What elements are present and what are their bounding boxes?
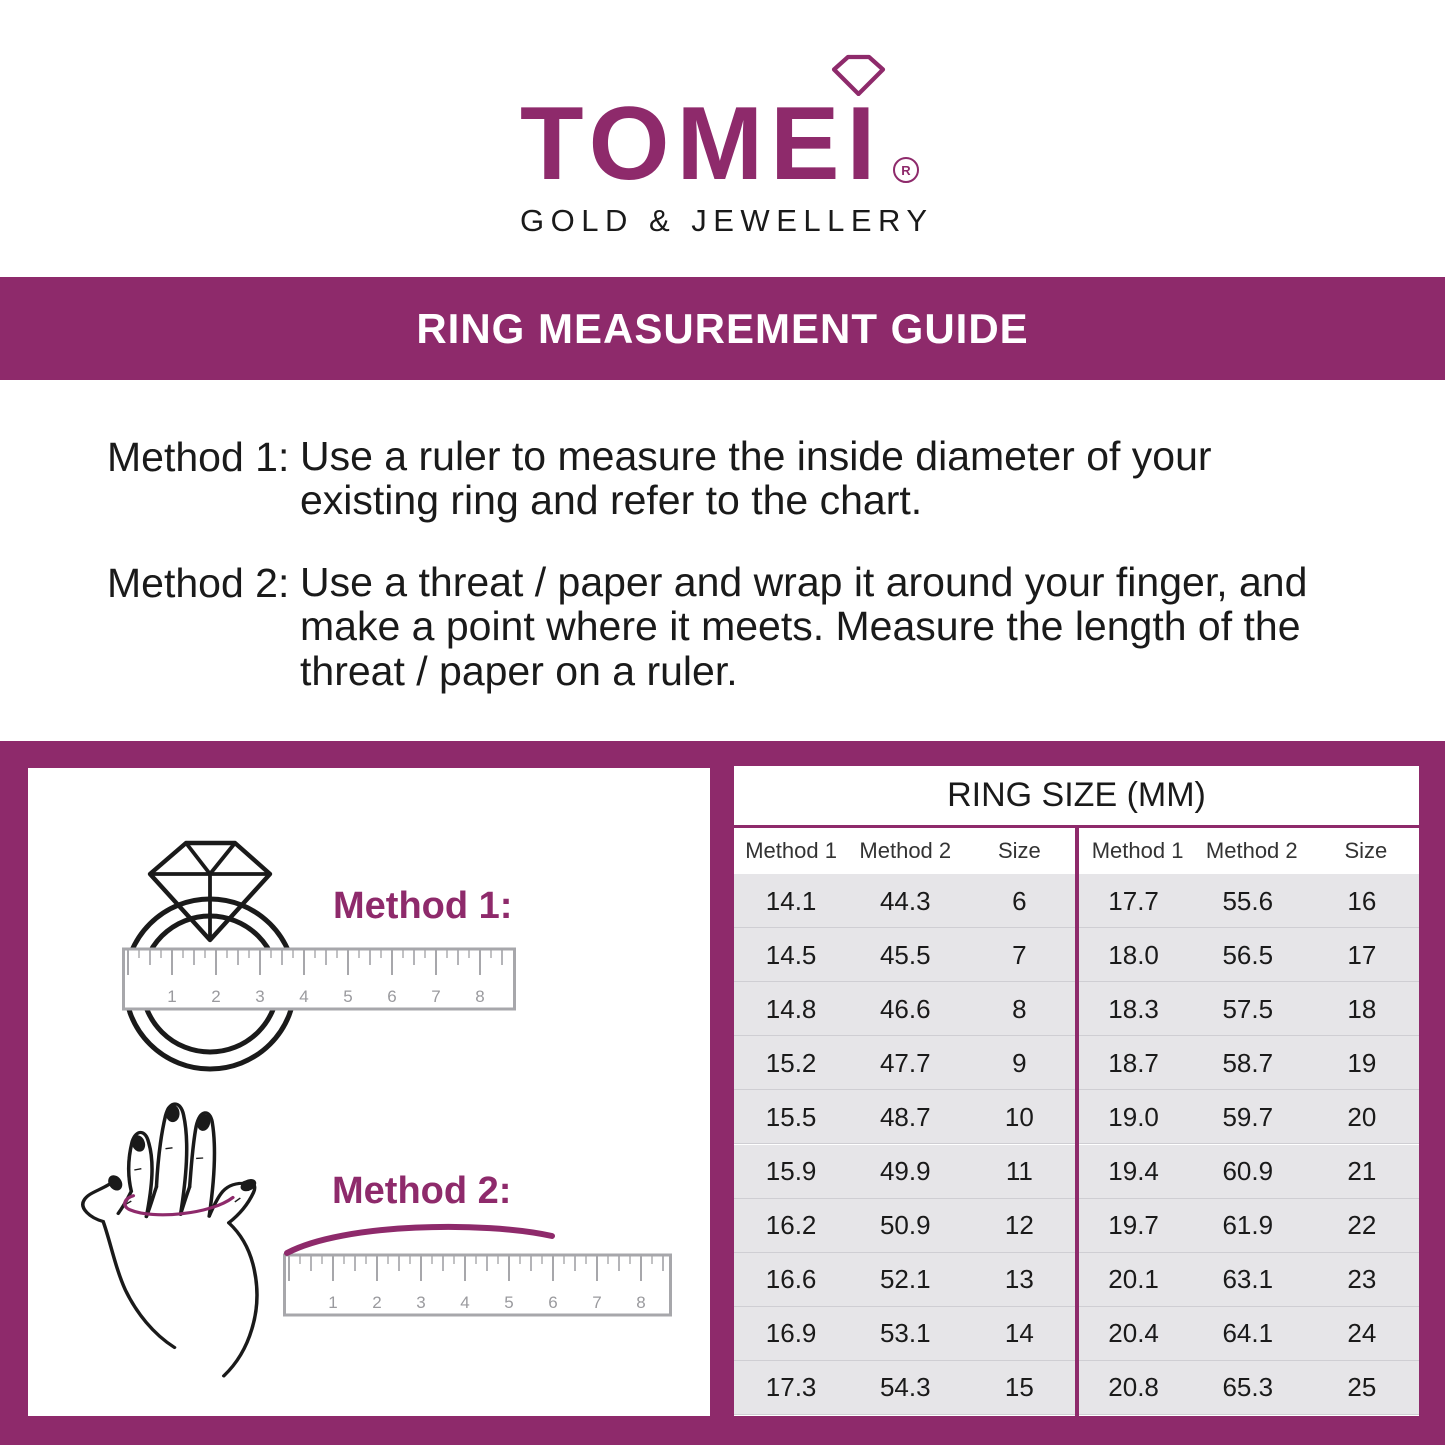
svg-text:6: 6: [548, 1293, 557, 1312]
svg-text:3: 3: [416, 1293, 425, 1312]
svg-text:4: 4: [460, 1293, 469, 1312]
svg-text:3: 3: [255, 987, 264, 1006]
svg-text:1: 1: [167, 987, 176, 1006]
svg-text:1: 1: [328, 1293, 337, 1312]
svg-text:5: 5: [504, 1293, 513, 1312]
svg-text:8: 8: [475, 987, 484, 1006]
svg-text:2: 2: [372, 1293, 381, 1312]
svg-text:8: 8: [636, 1293, 645, 1312]
svg-text:7: 7: [431, 987, 440, 1006]
svg-text:2: 2: [211, 987, 220, 1006]
svg-text:5: 5: [343, 987, 352, 1006]
svg-text:7: 7: [592, 1293, 601, 1312]
svg-text:6: 6: [387, 987, 396, 1006]
svg-text:4: 4: [299, 987, 308, 1006]
